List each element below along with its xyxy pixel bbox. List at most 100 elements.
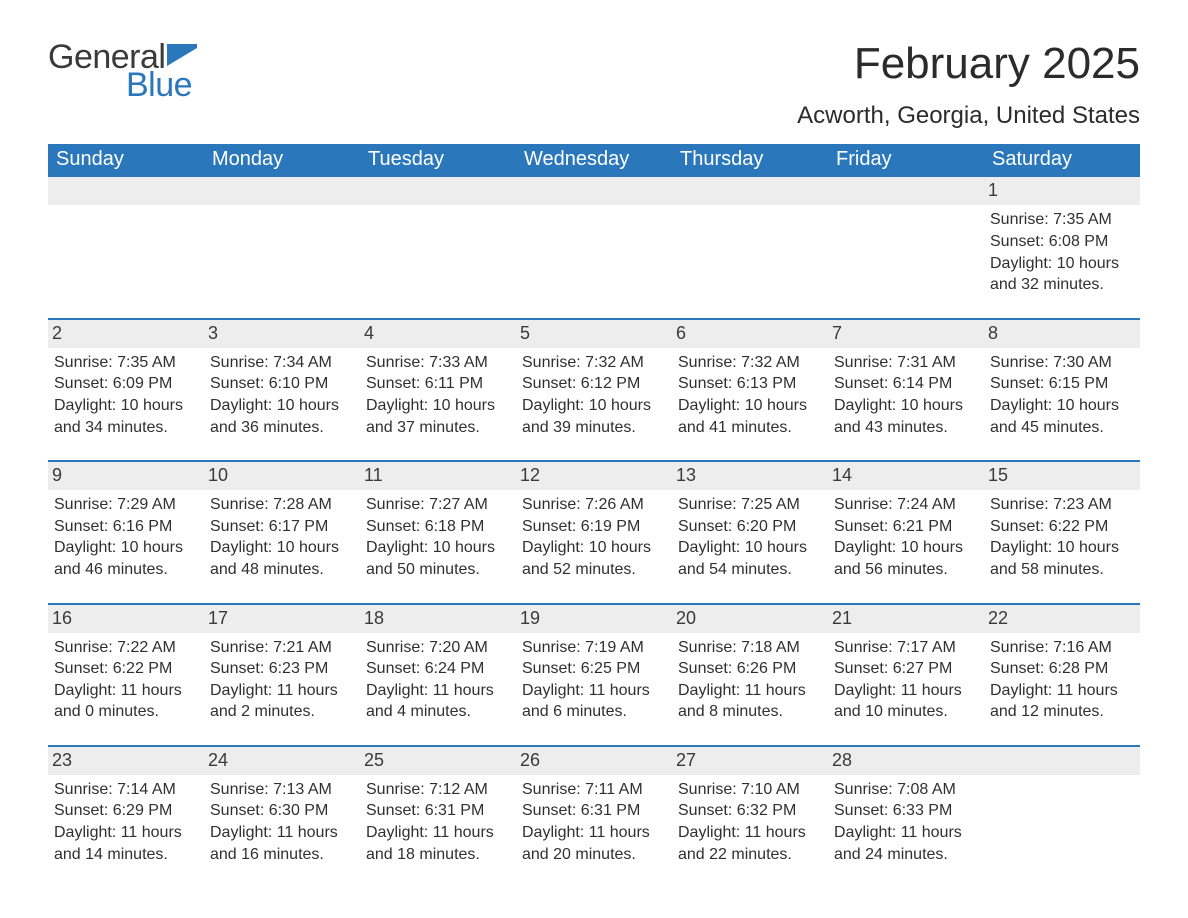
daylight-text: Daylight: 10 hours and 45 minutes. (990, 395, 1134, 438)
daylight-text: Daylight: 10 hours and 34 minutes. (54, 395, 198, 438)
calendar-day: 9Sunrise: 7:29 AMSunset: 6:16 PMDaylight… (48, 462, 204, 586)
sunrise-text: Sunrise: 7:14 AM (54, 779, 198, 801)
calendar-day: 20Sunrise: 7:18 AMSunset: 6:26 PMDayligh… (672, 605, 828, 729)
calendar-day: 6 Sunrise: 7:32 AMSunset: 6:13 PMDaylight… (672, 320, 828, 444)
daylight-text: Daylight: 11 hours and 10 minutes. (834, 680, 978, 723)
calendar-week: 16Sunrise: 7:22 AMSunset: 6:22 PMDayligh… (48, 603, 1140, 729)
daylight-text: Daylight: 11 hours and 0 minutes. (54, 680, 198, 723)
sunrise-text: Sunrise: 7:25 AM (678, 494, 822, 516)
sunset-text: Sunset: 6:10 PM (210, 373, 354, 395)
weekday-header: Monday (204, 144, 360, 177)
day-number: 23 (48, 747, 204, 775)
daylight-text: Daylight: 11 hours and 4 minutes. (366, 680, 510, 723)
sunset-text: Sunset: 6:24 PM (366, 658, 510, 680)
sunset-text: Sunset: 6:21 PM (834, 516, 978, 538)
daylight-text: Daylight: 10 hours and 50 minutes. (366, 537, 510, 580)
sunrise-text: Sunrise: 7:18 AM (678, 637, 822, 659)
day-info: Sunrise: 7:20 AMSunset: 6:24 PMDaylight:… (366, 637, 510, 723)
day-number: 10 (204, 462, 360, 490)
sunset-text: Sunset: 6:12 PM (522, 373, 666, 395)
day-number: 6 (672, 320, 828, 348)
day-number: 3 (204, 320, 360, 348)
day-info: Sunrise: 7:32 AMSunset: 6:13 PMDaylight:… (678, 352, 822, 438)
day-info: Sunrise: 7:28 AMSunset: 6:17 PMDaylight:… (210, 494, 354, 580)
sunset-text: Sunset: 6:20 PM (678, 516, 822, 538)
day-number: 11 (360, 462, 516, 490)
sunset-text: Sunset: 6:31 PM (366, 800, 510, 822)
sunset-text: Sunset: 6:09 PM (54, 373, 198, 395)
day-number: 21 (828, 605, 984, 633)
day-number (516, 177, 672, 205)
calendar-week: 1Sunrise: 7:35 AMSunset: 6:08 PMDaylight… (48, 177, 1140, 301)
calendar-day: 5Sunrise: 7:32 AMSunset: 6:12 PMDaylight… (516, 320, 672, 444)
calendar-day (360, 177, 516, 301)
day-number (204, 177, 360, 205)
day-number: 25 (360, 747, 516, 775)
sunrise-text: Sunrise: 7:31 AM (834, 352, 978, 374)
sunset-text: Sunset: 6:31 PM (522, 800, 666, 822)
day-number: 1 (984, 177, 1140, 205)
sunrise-text: Sunrise: 7:13 AM (210, 779, 354, 801)
day-number: 14 (828, 462, 984, 490)
calendar-day: 26Sunrise: 7:11 AMSunset: 6:31 PMDayligh… (516, 747, 672, 871)
day-number: 18 (360, 605, 516, 633)
calendar-day: 10 Sunrise: 7:28 AMSunset: 6:17 PMDayligh… (204, 462, 360, 586)
weekday-header: Tuesday (360, 144, 516, 177)
daylight-text: Daylight: 11 hours and 8 minutes. (678, 680, 822, 723)
day-number (984, 747, 1140, 775)
calendar-day: 3 Sunrise: 7:34 AMSunset: 6:10 PMDaylight… (204, 320, 360, 444)
sunset-text: Sunset: 6:17 PM (210, 516, 354, 538)
calendar-week: 9Sunrise: 7:29 AMSunset: 6:16 PMDaylight… (48, 460, 1140, 586)
sunrise-text: Sunrise: 7:26 AM (522, 494, 666, 516)
day-info: Sunrise: 7:34 AMSunset: 6:10 PMDaylight:… (210, 352, 354, 438)
sunset-text: Sunset: 6:19 PM (522, 516, 666, 538)
daylight-text: Daylight: 10 hours and 37 minutes. (366, 395, 510, 438)
sunrise-text: Sunrise: 7:23 AM (990, 494, 1134, 516)
daylight-text: Daylight: 10 hours and 58 minutes. (990, 537, 1134, 580)
day-number: 22 (984, 605, 1140, 633)
calendar-day: 1Sunrise: 7:35 AMSunset: 6:08 PMDaylight… (984, 177, 1140, 301)
sunset-text: Sunset: 6:22 PM (990, 516, 1134, 538)
day-info: Sunrise: 7:21 AMSunset: 6:23 PMDaylight:… (210, 637, 354, 723)
sunset-text: Sunset: 6:33 PM (834, 800, 978, 822)
day-info: Sunrise: 7:19 AMSunset: 6:25 PMDaylight:… (522, 637, 666, 723)
calendar: SundayMondayTuesdayWednesdayThursdayFrid… (48, 144, 1140, 871)
sunset-text: Sunset: 6:25 PM (522, 658, 666, 680)
sunset-text: Sunset: 6:30 PM (210, 800, 354, 822)
daylight-text: Daylight: 10 hours and 46 minutes. (54, 537, 198, 580)
daylight-text: Daylight: 11 hours and 20 minutes. (522, 822, 666, 865)
sunset-text: Sunset: 6:27 PM (834, 658, 978, 680)
calendar-day: 25Sunrise: 7:12 AMSunset: 6:31 PMDayligh… (360, 747, 516, 871)
day-info: Sunrise: 7:13 AMSunset: 6:30 PMDaylight:… (210, 779, 354, 865)
day-number: 8 (984, 320, 1140, 348)
sunrise-text: Sunrise: 7:20 AM (366, 637, 510, 659)
sunrise-text: Sunrise: 7:35 AM (54, 352, 198, 374)
day-number: 12 (516, 462, 672, 490)
month-title: February 2025 (797, 40, 1140, 88)
weekday-header-row: SundayMondayTuesdayWednesdayThursdayFrid… (48, 144, 1140, 177)
sunset-text: Sunset: 6:29 PM (54, 800, 198, 822)
day-info: Sunrise: 7:23 AMSunset: 6:22 PMDaylight:… (990, 494, 1134, 580)
location: Acworth, Georgia, United States (797, 102, 1140, 130)
calendar-day: 11Sunrise: 7:27 AMSunset: 6:18 PMDayligh… (360, 462, 516, 586)
sunrise-text: Sunrise: 7:29 AM (54, 494, 198, 516)
header: General Blue February 2025 Acworth, Geor… (48, 40, 1140, 130)
calendar-day: 8 Sunrise: 7:30 AMSunset: 6:15 PMDaylight… (984, 320, 1140, 444)
day-info: Sunrise: 7:32 AMSunset: 6:12 PMDaylight:… (522, 352, 666, 438)
sunrise-text: Sunrise: 7:27 AM (366, 494, 510, 516)
daylight-text: Daylight: 10 hours and 36 minutes. (210, 395, 354, 438)
calendar-day (48, 177, 204, 301)
calendar-day: 22Sunrise: 7:16 AMSunset: 6:28 PMDayligh… (984, 605, 1140, 729)
day-info: Sunrise: 7:30 AMSunset: 6:15 PMDaylight:… (990, 352, 1134, 438)
daylight-text: Daylight: 11 hours and 6 minutes. (522, 680, 666, 723)
calendar-week: 23 Sunrise: 7:14 AMSunset: 6:29 PM Dayligh… (48, 745, 1140, 871)
daylight-text: Daylight: 10 hours and 52 minutes. (522, 537, 666, 580)
day-info: Sunrise: 7:29 AMSunset: 6:16 PMDaylight:… (54, 494, 198, 580)
weekday-header: Sunday (48, 144, 204, 177)
sunset-text: Sunset: 6:08 PM (990, 231, 1134, 253)
calendar-day: 23Sunrise: 7:14 AMSunset: 6:29 PMDayligh… (48, 747, 204, 871)
logo: General Blue (48, 40, 197, 102)
daylight-text: Daylight: 11 hours and 12 minutes. (990, 680, 1134, 723)
logo-word-blue: Blue (126, 68, 192, 102)
sunset-text: Sunset: 6:14 PM (834, 373, 978, 395)
